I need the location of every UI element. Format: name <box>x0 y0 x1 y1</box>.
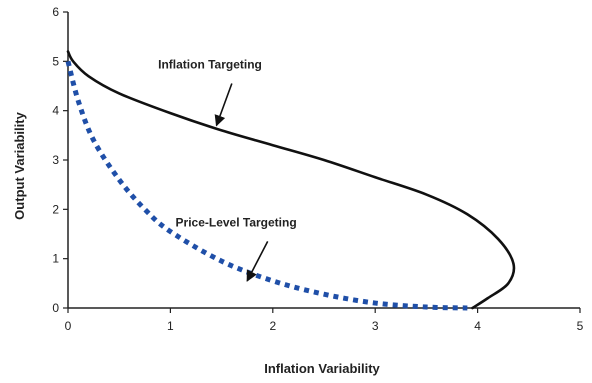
annotation-label-inflation-targeting: Inflation Targeting <box>158 58 262 72</box>
x-tick-label: 2 <box>269 319 276 333</box>
series-line-inflation-targeting <box>66 50 516 310</box>
x-axis-title: Inflation Variability <box>264 361 380 376</box>
y-tick-label: 6 <box>52 5 59 19</box>
series-group <box>65 50 516 311</box>
x-tick-label: 0 <box>65 319 72 333</box>
x-tick-label: 4 <box>474 319 481 333</box>
y-tick-label: 5 <box>52 54 59 68</box>
annotation-arrow-price-level-targeting <box>246 241 269 282</box>
y-axis-title: Output Variability <box>12 111 27 219</box>
y-tick-label: 3 <box>52 153 59 167</box>
axes: 0 1 2 3 4 5 6 0 1 2 3 4 5 <box>52 5 583 333</box>
y-tick-label: 1 <box>52 252 59 266</box>
x-tick-label: 1 <box>167 319 174 333</box>
y-tick-label: 4 <box>52 104 59 118</box>
x-tick-label: 5 <box>577 319 584 333</box>
y-tick-label: 0 <box>52 301 59 315</box>
annotation-label-price-level-targeting: Price-Level Targeting <box>176 216 297 230</box>
y-tick-label: 2 <box>52 202 59 216</box>
series-line-price-level-targeting <box>65 60 468 311</box>
annotation-arrow-inflation-targeting <box>214 83 233 127</box>
x-tick-label: 3 <box>372 319 379 333</box>
annotations-group: Inflation Targeting Price-Level Targeting <box>158 58 297 282</box>
